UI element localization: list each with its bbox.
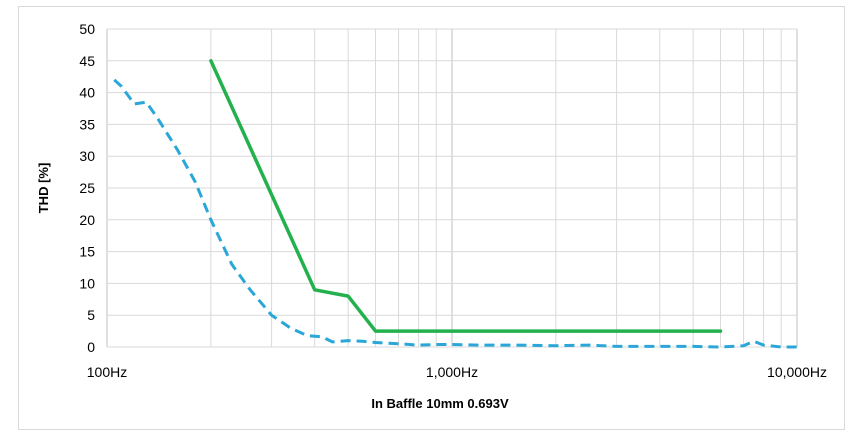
y-axis-title: THD [%] xyxy=(36,163,51,214)
y-tick-label: 5 xyxy=(87,307,95,323)
y-tick-label: 40 xyxy=(79,85,95,101)
x-tick-label: 1,000Hz xyxy=(426,364,478,380)
y-tick-label: 25 xyxy=(79,180,95,196)
x-axis-title: In Baffle 10mm 0.693V xyxy=(371,396,509,411)
y-tick-label: 15 xyxy=(79,244,95,260)
series-line-dashed-blue xyxy=(113,78,797,349)
y-tick-label: 20 xyxy=(79,212,95,228)
series-line-solid-green xyxy=(209,59,723,333)
x-tick-label: 10,000Hz xyxy=(767,364,827,380)
y-tick-label: 50 xyxy=(79,21,95,37)
x-tick-label: 100Hz xyxy=(87,364,127,380)
y-tick-label: 35 xyxy=(79,116,95,132)
y-tick-label: 30 xyxy=(79,148,95,164)
y-tick-label: 10 xyxy=(79,275,95,291)
y-tick-label: 0 xyxy=(87,339,95,355)
chart-frame xyxy=(18,6,845,430)
y-tick-label: 45 xyxy=(79,53,95,69)
